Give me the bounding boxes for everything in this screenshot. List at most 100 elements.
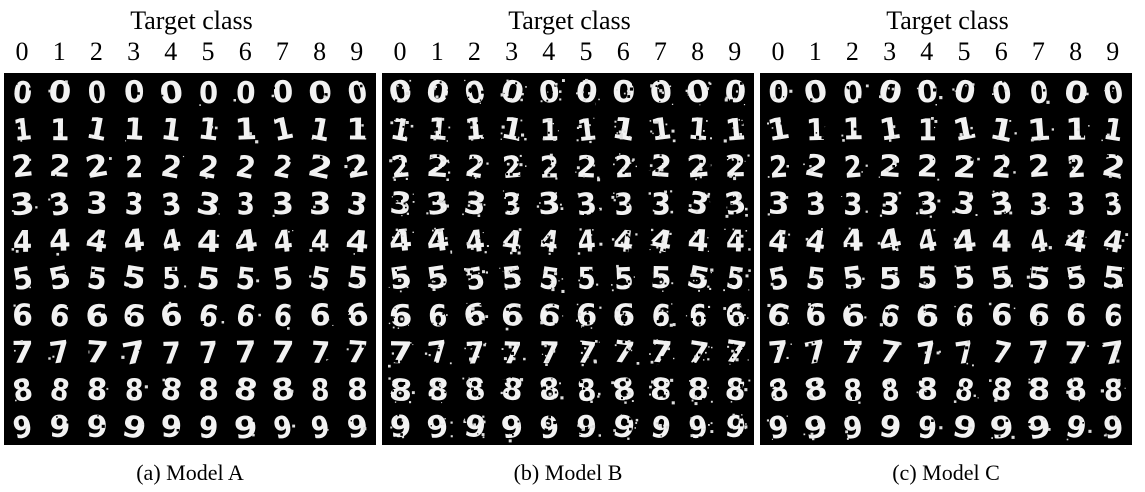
svg-text:4: 4 (1028, 222, 1051, 260)
digit-cell: 3 (194, 185, 223, 224)
svg-text:2: 2 (768, 149, 789, 185)
svg-text:4: 4 (538, 223, 561, 260)
digit-cell: 7 (119, 333, 149, 372)
svg-text:8: 8 (687, 373, 710, 408)
digit-cell: 4 (647, 222, 675, 260)
digit-cell: 4 (344, 223, 370, 261)
target-class-label: 8 (1069, 37, 1083, 66)
digit-cell: 1 (123, 112, 150, 148)
svg-text:7: 7 (842, 336, 864, 371)
digit-cell: 1 (686, 112, 713, 148)
svg-text:2: 2 (389, 149, 411, 185)
svg-text:7: 7 (539, 336, 560, 371)
svg-text:3: 3 (237, 187, 255, 222)
digit-cell: 1 (841, 112, 866, 147)
digit-cell: 4 (612, 223, 638, 260)
digit-cell: 4 (841, 224, 864, 259)
svg-text:5: 5 (500, 260, 524, 296)
digit-cell: 7 (310, 335, 331, 371)
svg-text:3: 3 (1102, 185, 1124, 222)
svg-text:7: 7 (198, 335, 218, 371)
svg-text:7: 7 (915, 334, 941, 372)
svg-text:8: 8 (842, 372, 864, 409)
digit-cell: 7 (424, 334, 452, 372)
svg-text:5: 5 (841, 260, 866, 298)
svg-text:2: 2 (196, 148, 221, 186)
digit-cell: 7 (989, 334, 1016, 372)
svg-text:1: 1 (196, 111, 221, 148)
svg-text:4: 4 (310, 224, 330, 259)
svg-text:3: 3 (537, 186, 561, 222)
digit-cell: 3 (123, 186, 144, 222)
svg-text:5: 5 (307, 260, 333, 298)
svg-text:6: 6 (272, 297, 294, 334)
svg-text:8: 8 (464, 372, 487, 408)
target-class-label: 4 (542, 37, 556, 66)
svg-text:2: 2 (83, 148, 112, 186)
svg-text:9: 9 (949, 408, 979, 445)
digit-cell: 5 (387, 260, 414, 298)
digit-cell: 6 (158, 297, 185, 335)
digit-cell: 2 (124, 149, 143, 185)
svg-text:6: 6 (309, 298, 331, 333)
digit-cell: 0 (951, 73, 979, 112)
digit-cell: 8 (766, 371, 791, 409)
digit-cell: 2 (724, 149, 750, 185)
svg-text:8: 8 (346, 372, 368, 408)
svg-text:6: 6 (121, 297, 147, 334)
digit-cell: 6 (387, 298, 413, 334)
digit-cell: 2 (767, 149, 789, 185)
digit-cell: 3 (47, 185, 73, 223)
svg-text:7: 7 (953, 334, 976, 371)
svg-text:2: 2 (233, 148, 258, 187)
digit-cell: 2 (574, 149, 601, 185)
digit-cell: 7 (1064, 335, 1089, 371)
digit-cell: 3 (502, 186, 526, 222)
svg-text:2: 2 (271, 148, 295, 186)
digit-cell: 5 (1100, 260, 1126, 297)
digit-cell: 3 (805, 186, 829, 222)
svg-text:6: 6 (990, 298, 1013, 333)
svg-text:0: 0 (612, 75, 636, 109)
svg-text:1: 1 (686, 112, 710, 148)
svg-text:8: 8 (310, 372, 330, 408)
svg-text:6: 6 (1103, 298, 1123, 334)
target-class-label: 1 (808, 37, 822, 66)
svg-text:9: 9 (1024, 408, 1054, 445)
svg-text:9: 9 (988, 408, 1016, 445)
svg-text:6: 6 (47, 297, 72, 334)
svg-text:9: 9 (389, 410, 411, 445)
target-class-label: 9 (728, 37, 742, 66)
svg-text:3: 3 (952, 185, 978, 223)
svg-text:3: 3 (1029, 186, 1049, 222)
digit-cell: 3 (536, 186, 564, 222)
digit-cell: 3 (237, 187, 258, 222)
svg-text:7: 7 (235, 335, 257, 370)
svg-text:5: 5 (613, 261, 634, 297)
digit-cell: 0 (47, 75, 72, 111)
digit-cell: 2 (878, 149, 903, 184)
svg-text:7: 7 (767, 334, 791, 371)
svg-text:1: 1 (609, 111, 638, 149)
digit-cell: 0 (724, 75, 748, 111)
svg-text:7: 7 (310, 335, 331, 371)
svg-text:4: 4 (915, 222, 940, 260)
digit-cell: 9 (610, 408, 639, 445)
svg-text:2: 2 (685, 149, 711, 185)
svg-text:7: 7 (271, 336, 295, 371)
svg-text:7: 7 (575, 335, 598, 372)
svg-text:2: 2 (48, 149, 72, 185)
svg-text:4: 4 (159, 223, 184, 261)
digit-cell: 7 (84, 335, 109, 371)
svg-text:4: 4 (463, 223, 486, 260)
svg-text:2: 2 (878, 149, 903, 184)
digit-cell: 9 (802, 408, 831, 445)
digit-cell: 1 (765, 111, 792, 149)
digit-cell: 1 (1026, 111, 1054, 148)
digit-cell: 2 (840, 149, 868, 185)
target-class-label: 5 (579, 37, 593, 66)
digit-cell: 6 (343, 296, 371, 335)
svg-text:7: 7 (686, 334, 711, 371)
digit-cell: 9 (160, 410, 182, 445)
